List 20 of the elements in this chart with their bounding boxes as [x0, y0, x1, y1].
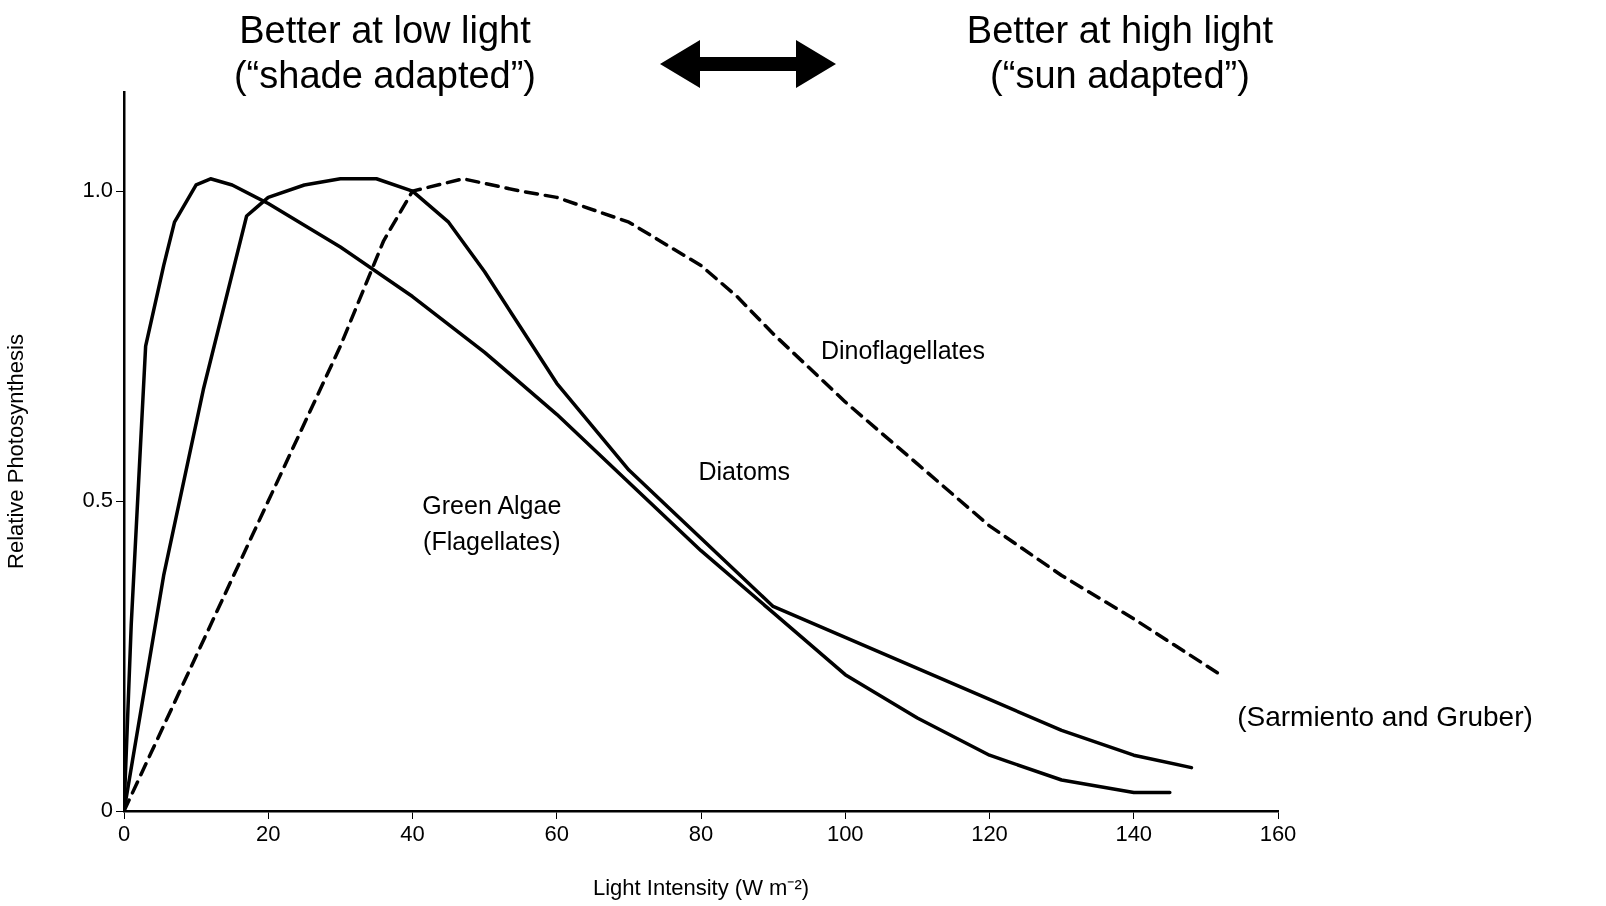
annotation: Better at low light (“shade adapted”) [232, 8, 538, 98]
x-tick-label: 0 [117, 821, 131, 847]
annotation: (Sarmiento and Gruber) [1236, 700, 1534, 734]
x-tick-label: 20 [256, 821, 281, 847]
text: Green Algae (Flagellates) [422, 491, 562, 556]
y-tick-label: 0.5 [82, 487, 113, 513]
x-tick-label: 60 [544, 821, 569, 847]
x-tick-label: 80 [688, 821, 714, 847]
x-tick-label: 160 [1259, 821, 1297, 847]
series-label: Dinoflagellates [820, 336, 985, 365]
x-tick-label: 120 [971, 821, 1008, 847]
y-tick-label: 0 [100, 797, 113, 823]
x-tick-label: 40 [400, 821, 425, 847]
x-tick-label: 100 [826, 821, 864, 847]
y-axis-title: Relative Photosynthesis [3, 334, 29, 569]
series-label: Diatoms [698, 457, 791, 486]
y-tick-label: 1.0 [82, 177, 113, 203]
x-tick-label: 140 [1115, 821, 1153, 847]
annotation: Better at high light (“sun adapted”) [965, 8, 1275, 98]
x-axis-title: Light Intensity (W m⁻²) [592, 874, 810, 900]
